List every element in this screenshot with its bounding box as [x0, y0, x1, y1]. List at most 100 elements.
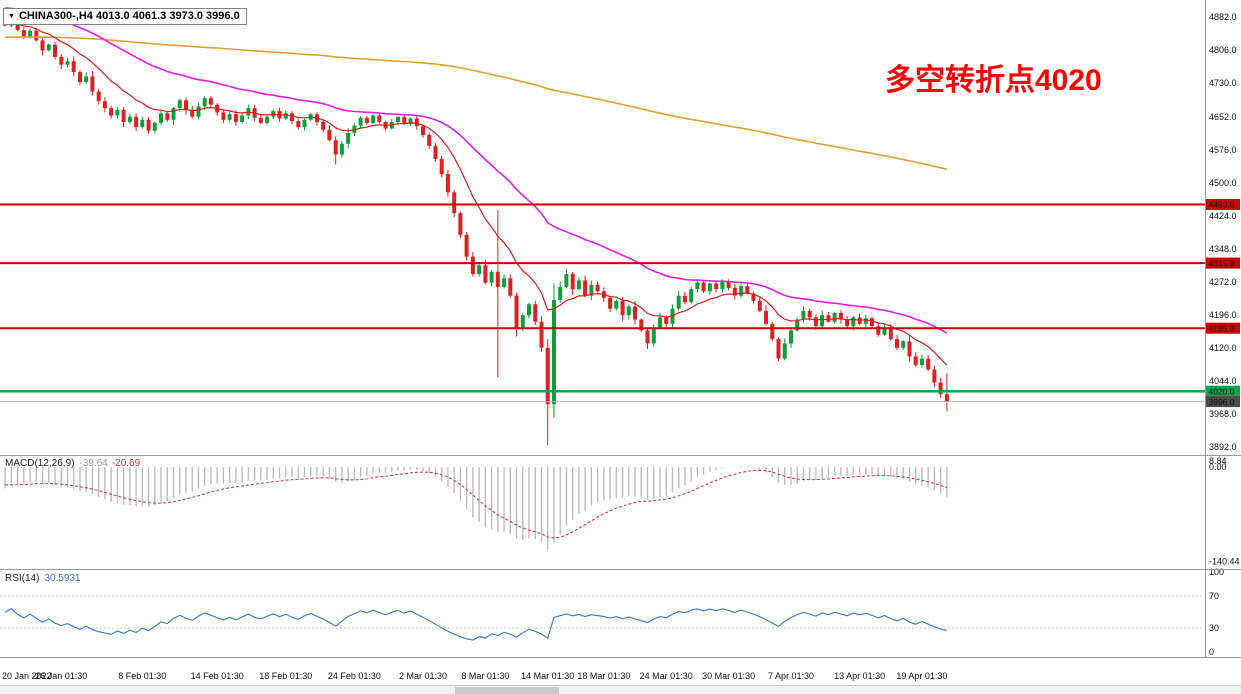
candle-body: [377, 115, 382, 122]
time-tick-label: 18 Mar 01:30: [577, 671, 630, 681]
candle-body: [807, 310, 812, 318]
panel-frames: [0, 0, 1241, 658]
time-tick-label: 24 Feb 01:30: [328, 671, 381, 681]
price-tick-label: 4120.0: [1209, 343, 1237, 353]
candle-body: [508, 278, 513, 296]
candle-body: [639, 319, 644, 331]
candle-body: [552, 300, 556, 405]
price-tick-label: 4730.0: [1209, 78, 1237, 88]
candle-body: [514, 295, 519, 329]
scrollbar-thumb[interactable]: [455, 687, 559, 694]
candle-body: [676, 295, 681, 309]
candle-body: [40, 40, 45, 51]
candle-body: [65, 61, 70, 65]
candle-body: [171, 108, 176, 120]
candle-body: [701, 282, 706, 292]
candle-body: [689, 289, 694, 303]
macd-indicator-name: MACD(12,26,9): [5, 458, 75, 469]
candle-body: [483, 265, 488, 283]
candle-body: [789, 330, 793, 344]
candle-body: [414, 118, 419, 127]
candle-body: [776, 339, 781, 359]
price-tick-label: 4272.0: [1209, 277, 1237, 287]
price-tick-label: 4348.0: [1209, 244, 1237, 254]
candle-body: [402, 116, 407, 125]
candle-body: [196, 106, 201, 117]
price-badge-label: 4450.0: [1209, 200, 1235, 210]
candle-body: [745, 286, 750, 294]
candle-body: [109, 108, 114, 116]
candle-body: [433, 145, 438, 159]
candle-body: [84, 76, 89, 82]
price-tick-label: 4044.0: [1209, 376, 1237, 386]
time-tick-label: 13 Apr 01:30: [834, 671, 885, 681]
candle-body: [620, 300, 625, 316]
price-badge: [1206, 257, 1240, 269]
candle-body: [321, 122, 326, 130]
candle-body: [614, 300, 619, 309]
candle-body: [558, 287, 563, 300]
rsi-value: 30.5931: [44, 573, 81, 584]
macd-axis-label: -140.44: [1209, 557, 1240, 567]
candle-body: [801, 310, 806, 320]
price-badge-label: 3996.0: [1209, 397, 1235, 407]
candle-body: [233, 114, 238, 122]
candle-body: [296, 121, 301, 128]
candle-body: [882, 328, 887, 335]
candle-body: [938, 382, 943, 395]
candle-body: [396, 116, 400, 122]
symbol-ohlc-box[interactable]: ▼ CHINA300-,H4 4013.0 4061.3 3973.0 3996…: [3, 8, 247, 25]
time-tick-label: 14 Feb 01:30: [191, 671, 244, 681]
time-tick-label: 8 Feb 01:30: [118, 671, 166, 681]
candle-body: [28, 30, 33, 38]
time-tick-label: 18 Feb 01:30: [259, 671, 312, 681]
candle-body: [739, 286, 744, 296]
candle-body: [202, 98, 207, 107]
candle-body: [227, 114, 232, 120]
candle-body: [720, 281, 725, 290]
candle-body: [333, 140, 338, 155]
chart-annotation-text[interactable]: 多空转折点4020: [885, 64, 1102, 97]
candle-body: [851, 317, 856, 327]
candle-body: [221, 112, 226, 120]
candle-body: [208, 98, 213, 105]
moving-averages: [5, 7, 948, 366]
macd-axis-label: 8.84: [1209, 456, 1227, 466]
time-tick-label: 8 Mar 01:30: [461, 671, 509, 681]
candle-body: [34, 30, 39, 41]
candle-body: [726, 281, 731, 288]
price-tick-label: 3968.0: [1209, 409, 1237, 419]
candle-body: [944, 394, 949, 402]
time-tick-label: 24 Mar 01:30: [640, 671, 693, 681]
candle-body: [46, 44, 51, 51]
candle-body: [658, 317, 662, 329]
candle-body: [533, 304, 538, 322]
candle-body: [146, 119, 151, 131]
symbol-ohlc-text: CHINA300-,H4 4013.0 4061.3 3973.0 3996.0: [18, 10, 240, 22]
candle-body: [439, 158, 444, 175]
candle-body: [258, 117, 263, 123]
candle-body: [813, 317, 818, 327]
candle-body: [477, 265, 482, 274]
candle-body: [421, 126, 425, 135]
horizontal-scrollbar[interactable]: [0, 685, 1241, 694]
price-tick-label: 4576.0: [1209, 145, 1237, 155]
candle-body: [633, 306, 637, 320]
candle-body: [870, 318, 874, 326]
slow-ma-line: [5, 36, 948, 171]
candlestick-series: [3, 15, 949, 446]
candle-body: [121, 109, 126, 122]
candle-body: [608, 297, 613, 309]
candle-body: [888, 328, 893, 340]
candle-body: [838, 313, 843, 320]
candle-body: [876, 326, 881, 335]
quick-trade-arrow-icon[interactable]: ▼: [8, 12, 15, 20]
candle-body: [527, 304, 531, 316]
candle-body: [695, 282, 700, 290]
candle-body: [907, 341, 912, 357]
horizontal-lines[interactable]: [0, 203, 1205, 403]
candle-body: [664, 317, 669, 324]
candle-body: [645, 330, 650, 344]
